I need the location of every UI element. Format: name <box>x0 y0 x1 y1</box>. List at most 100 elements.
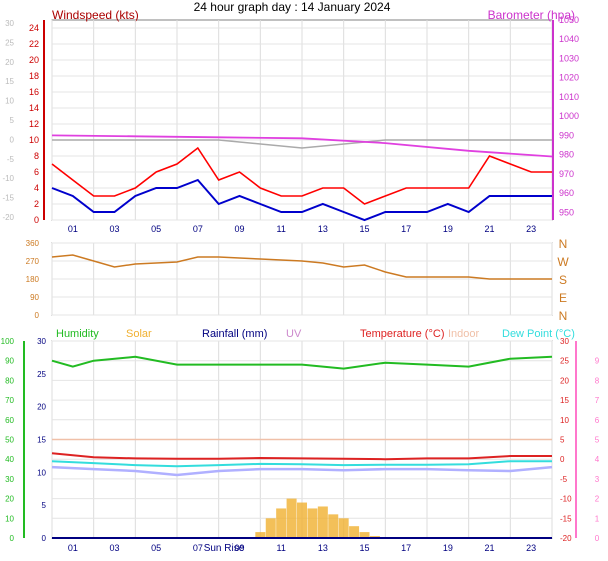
compass-tick: E <box>559 291 567 305</box>
far-left-tick: -15 <box>2 194 14 203</box>
x-tick-label: 17 <box>401 543 411 553</box>
solar-bar <box>297 502 307 538</box>
compass-tick: S <box>559 273 567 287</box>
uv-tick: 0 <box>595 534 600 543</box>
rainfall-tick: 10 <box>37 468 46 477</box>
rainfall-tick: 0 <box>42 534 47 543</box>
x-tick-label: 07 <box>193 543 203 553</box>
far-left-tick: 15 <box>5 77 14 86</box>
direction-panel-grid <box>51 242 553 316</box>
uv-tick: 9 <box>595 357 600 366</box>
far-left-tick: 10 <box>5 97 14 106</box>
x-tick-label: 03 <box>109 543 119 553</box>
x-tick-label: 21 <box>484 224 494 234</box>
rainfall-tick: 30 <box>37 337 46 346</box>
compass-tick: W <box>557 255 569 269</box>
wind-avg-series <box>51 178 552 222</box>
x-tick-label: 05 <box>151 543 161 553</box>
feels-series <box>51 465 553 477</box>
chart-title: 24 hour graph day : 14 January 2024 <box>194 0 391 14</box>
windspeed-tick: 22 <box>29 39 39 49</box>
temp-panel-legend: Humidity Solar Rainfall (mm) UV Temperature … <box>56 328 575 340</box>
solar-bar <box>255 532 266 538</box>
temperature-tick: 25 <box>560 357 569 366</box>
far-left-tick: -5 <box>7 155 15 164</box>
legend-entry: UV <box>286 328 302 340</box>
solar-bar <box>359 532 370 538</box>
windspeed-tick: 24 <box>29 23 39 33</box>
temperature-tick: -5 <box>560 475 568 484</box>
humidity-tick: 60 <box>5 416 14 425</box>
x-tick-label: 07 <box>193 224 203 234</box>
barometer-tick: 970 <box>559 169 574 179</box>
direction-tick: 180 <box>26 275 40 284</box>
x-tick-label: 11 <box>276 543 285 553</box>
temp-panel-ticks: 302520151050-5-10-15-2030252015105010090… <box>1 337 600 543</box>
direction-panel-series <box>51 254 552 280</box>
barometer-tick: 990 <box>559 130 574 140</box>
windspeed-tick: 10 <box>29 135 39 145</box>
windspeed-tick: 18 <box>29 71 39 81</box>
wind-grey-series <box>52 139 552 149</box>
direction-tick: 270 <box>26 257 40 266</box>
far-left-tick: 25 <box>5 38 14 47</box>
temperature-tick: 20 <box>560 376 569 385</box>
x-tick-label: 01 <box>68 543 78 553</box>
far-left-tick: -10 <box>2 174 14 183</box>
humidity-tick: 50 <box>5 436 14 445</box>
windspeed-tick: 8 <box>34 151 39 161</box>
windspeed-tick: 2 <box>34 199 39 209</box>
humidity-tick: 70 <box>5 396 14 405</box>
windspeed-label: Windspeed (kts) <box>52 8 139 22</box>
temperature-tick: -10 <box>560 495 572 504</box>
humidity-series <box>51 355 553 370</box>
x-tick-label: 15 <box>359 224 369 234</box>
barometer-label: Barometer (hpa) <box>488 8 575 22</box>
solar-bar <box>317 506 328 538</box>
solar-bar <box>349 526 360 538</box>
solar-bar <box>265 518 276 538</box>
barometer-tick: 1020 <box>559 73 579 83</box>
humidity-tick: 90 <box>5 357 14 366</box>
barometer-tick: 1050 <box>559 15 579 25</box>
wind-direction-series <box>51 254 552 280</box>
legend-entry: Temperature (°C) <box>360 328 444 340</box>
far-left-tick: 5 <box>10 116 15 125</box>
x-tick-label: 09 <box>234 543 244 553</box>
solar-bar <box>307 508 318 538</box>
temperature-tick: 5 <box>560 436 565 445</box>
x-tick-label: 03 <box>109 224 119 234</box>
humidity-tick: 20 <box>5 495 14 504</box>
uv-tick: 5 <box>595 436 600 445</box>
wind-panel-ticks: 242220181614121086420302520151050-5-10-1… <box>2 15 579 225</box>
x-tick-label: 01 <box>68 224 78 234</box>
direction-tick: 90 <box>30 293 39 302</box>
temperature-tick: -20 <box>560 534 572 543</box>
humidity-tick: 40 <box>5 455 14 464</box>
uv-tick: 7 <box>595 396 600 405</box>
legend-entry: Solar <box>126 328 152 340</box>
windspeed-tick: 20 <box>29 55 39 65</box>
barometer-tick: 1000 <box>559 111 579 121</box>
x-tick-label: 23 <box>526 224 536 234</box>
uv-tick: 1 <box>595 514 600 523</box>
legend-entry: Rainfall (mm) <box>202 328 267 340</box>
direction-tick: 360 <box>26 239 40 248</box>
temperature-tick: -15 <box>560 514 572 523</box>
barometer-tick: 1010 <box>559 92 579 102</box>
wind-panel-series <box>51 134 553 222</box>
rainfall-tick: 25 <box>37 370 46 379</box>
x-tick-label: 19 <box>443 543 453 553</box>
x-tick-label: 17 <box>401 224 411 234</box>
humidity-tick: 100 <box>1 337 15 346</box>
solar-bar <box>338 518 349 538</box>
x-axis-ticks: 01 03 05 07 09 11 13 15 17 19 21 23 01 03 05 07 09 11 13 15… <box>68 224 536 553</box>
wind-gust-series <box>51 146 552 205</box>
x-tick-label: 13 <box>318 543 328 553</box>
windspeed-tick: 6 <box>34 167 39 177</box>
humidity-tick: 10 <box>5 514 14 523</box>
barometer-tick: 980 <box>559 150 574 160</box>
windspeed-tick: 12 <box>29 119 39 129</box>
compass-tick: N <box>559 309 568 323</box>
rainfall-tick: 5 <box>42 501 47 510</box>
